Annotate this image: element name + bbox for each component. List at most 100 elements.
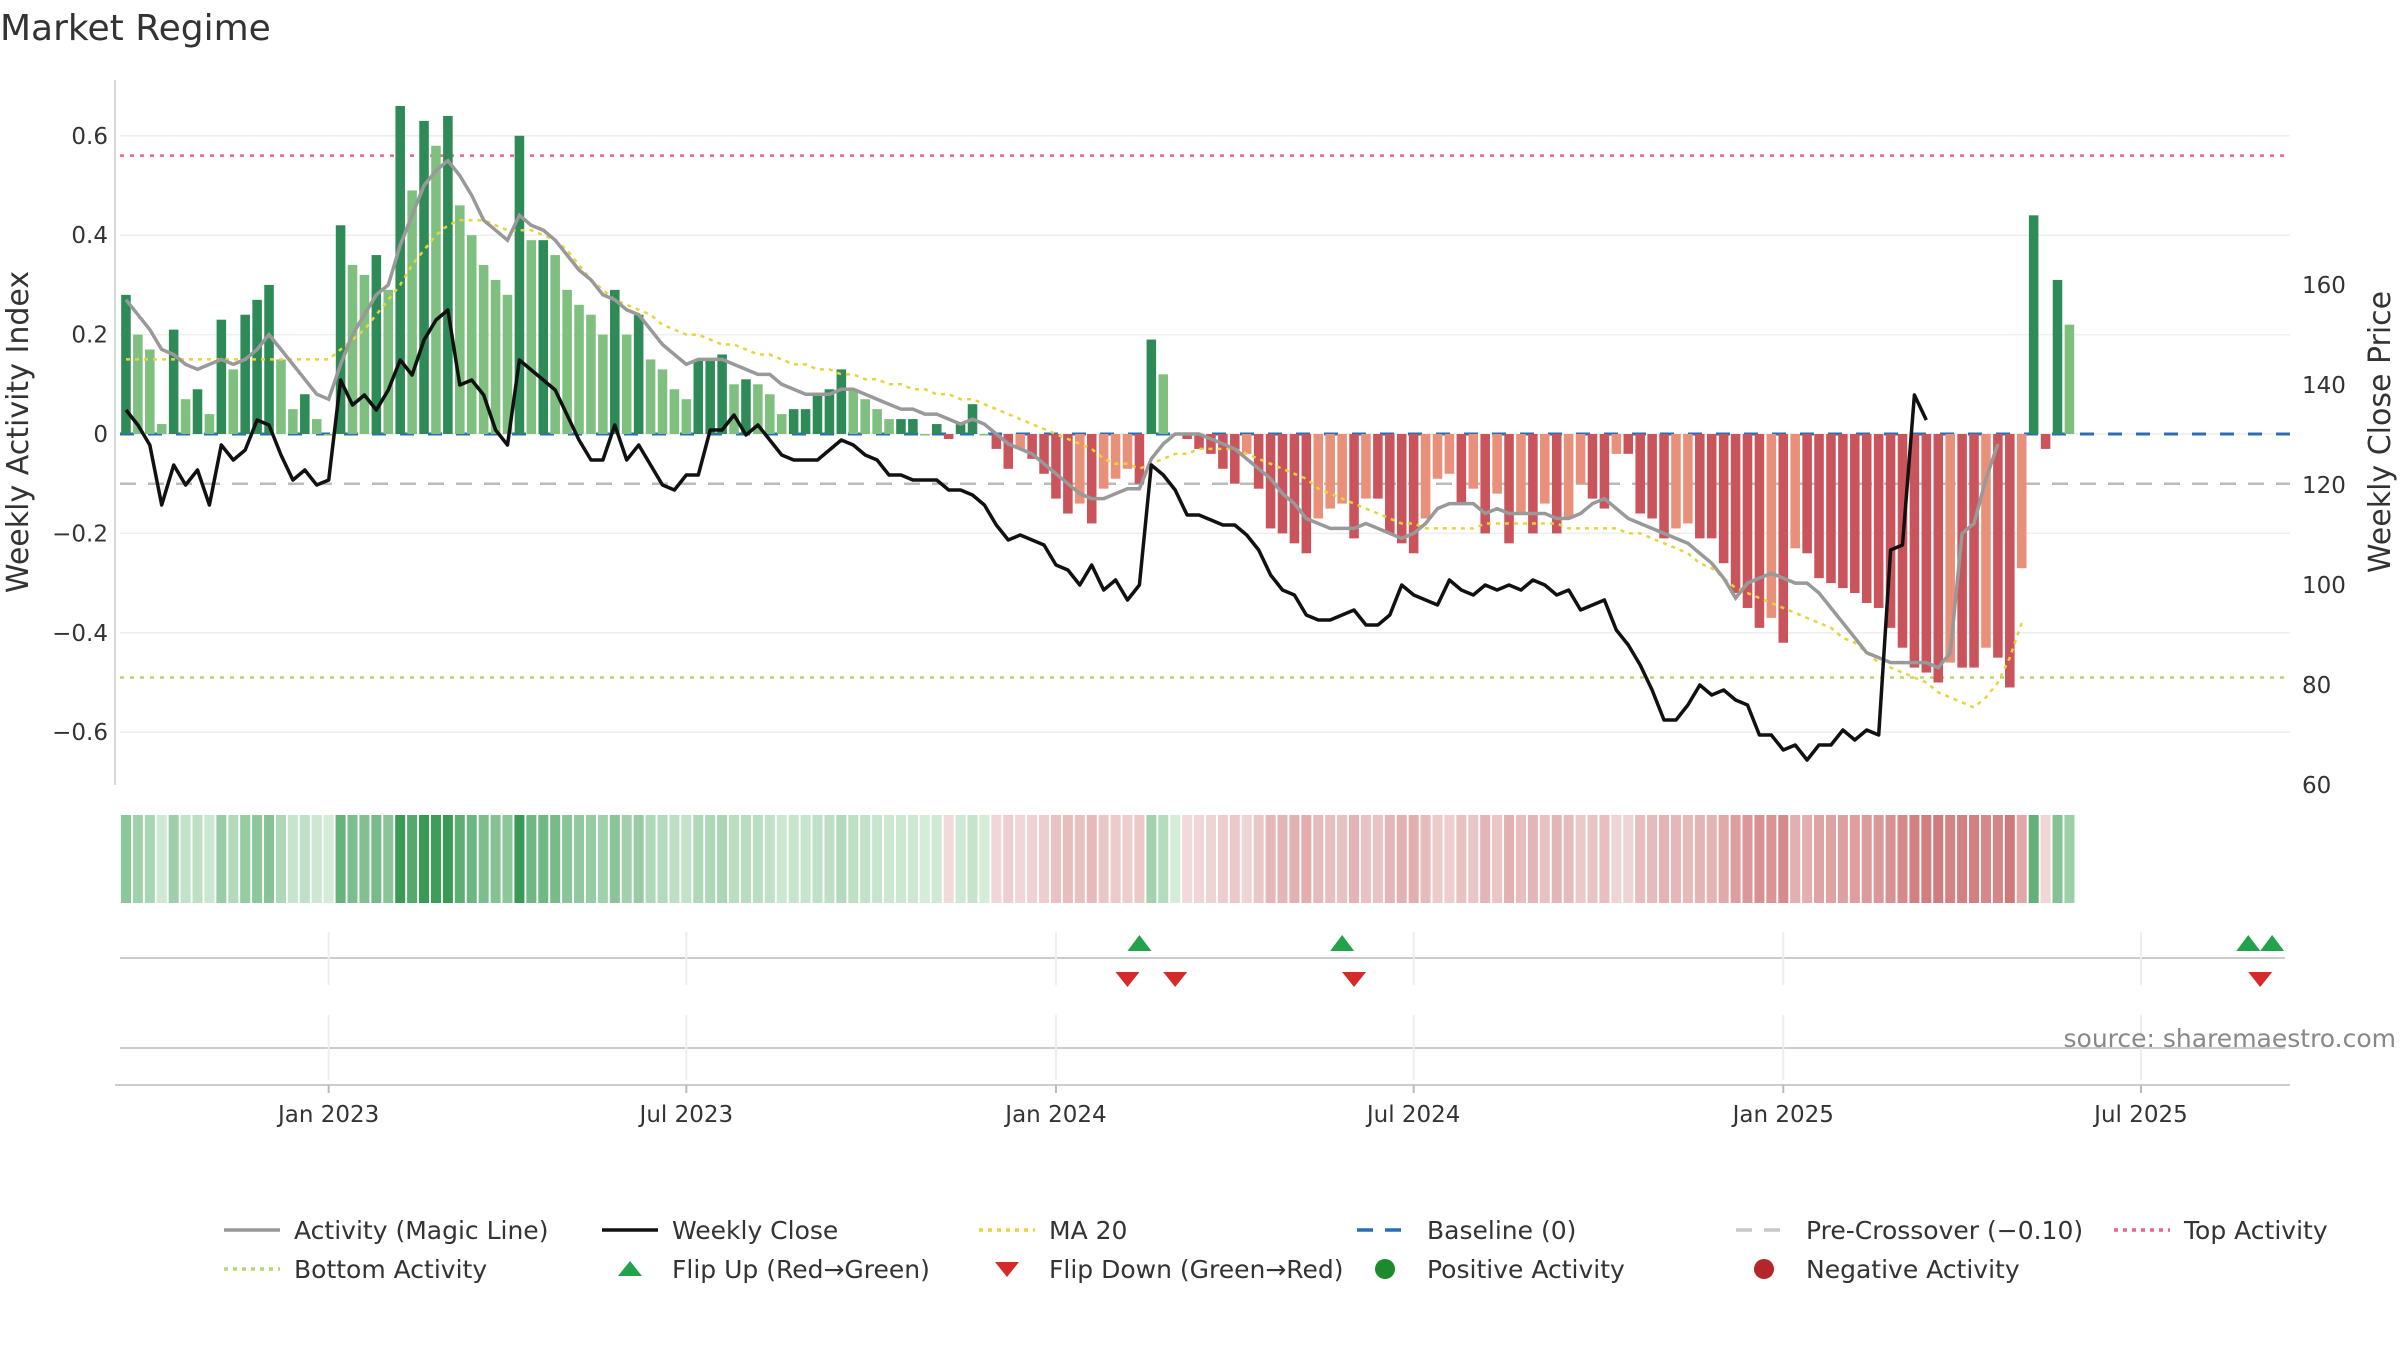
regime-heat-strip <box>120 815 2075 903</box>
heat-cell <box>1909 815 1920 903</box>
right-tick-label: 60 <box>2302 773 2331 799</box>
heat-cell <box>800 815 811 903</box>
activity-bar <box>836 369 847 434</box>
activity-bar <box>1110 434 1121 479</box>
activity-bar <box>788 409 799 434</box>
heat-cell <box>538 815 549 903</box>
triangle-up-swatch-icon <box>618 1261 642 1276</box>
activity-bar <box>1253 434 1264 489</box>
heat-cell <box>1360 815 1371 903</box>
activity-bar <box>1456 434 1467 504</box>
heat-cell <box>240 815 251 903</box>
activity-bar <box>359 274 370 434</box>
legend-label: Pre-Crossover (−0.10) <box>1806 1215 2084 1245</box>
heat-cell <box>1504 815 1515 903</box>
activity-bar <box>1754 434 1765 628</box>
heat-cell <box>705 815 716 903</box>
heat-cell <box>1229 815 1240 903</box>
activity-bar <box>848 389 859 434</box>
activity-bar <box>2052 279 2063 434</box>
activity-bar <box>1599 434 1610 509</box>
heat-cell <box>717 815 728 903</box>
activity-bar <box>1158 374 1169 434</box>
activity-bar <box>931 424 942 434</box>
heat-cell <box>1551 815 1562 903</box>
activity-bar <box>1230 434 1240 484</box>
activity-bar <box>1349 434 1359 539</box>
activity-bar <box>1289 434 1300 544</box>
activity-bar <box>240 314 250 434</box>
activity-bar <box>252 299 262 434</box>
heat-cell <box>1885 815 1896 903</box>
heat-cell <box>419 815 430 903</box>
heat-cell <box>1933 815 1944 903</box>
heat-cell <box>657 815 668 903</box>
heat-cell <box>264 815 275 903</box>
heat-cell <box>585 815 596 903</box>
heat-cell <box>228 815 239 903</box>
heat-cell <box>1217 815 1228 903</box>
activity-bar <box>1850 434 1860 594</box>
activity-bar <box>1480 434 1490 534</box>
heat-cell <box>454 815 465 903</box>
heat-cell <box>1420 815 1431 903</box>
heat-cell <box>1110 815 1121 903</box>
activity-bar <box>550 255 560 434</box>
legend-item: Weekly Close <box>600 1212 838 1248</box>
activity-bar <box>574 304 584 434</box>
right-y-ticks: 160 140 120 100 80 60 <box>2302 273 2346 799</box>
activity-bar <box>1516 434 1526 514</box>
activity-bar <box>1933 434 1944 683</box>
heat-cell <box>1468 815 1479 903</box>
heat-cell <box>1015 815 1026 903</box>
activity-bar <box>1432 434 1443 479</box>
heat-cell <box>1825 815 1836 903</box>
activity-bar <box>1528 434 1538 534</box>
heat-cell <box>502 815 513 903</box>
activity-bar <box>717 354 727 434</box>
heat-cell <box>1050 815 1061 903</box>
market-regime-chart: 0.60.40.20−0.2−0.4−0.6 1601401201008060 … <box>1 80 2398 1128</box>
heat-cell <box>824 815 835 903</box>
heat-cell <box>812 815 823 903</box>
x-tick-label: Jan 2024 <box>1003 1102 1106 1128</box>
activity-bar <box>1766 434 1777 618</box>
heat-cell <box>1873 815 1884 903</box>
activity-bar <box>633 314 644 434</box>
heat-cell <box>1289 815 1300 903</box>
activity-bar <box>1575 434 1586 484</box>
heat-cell <box>1814 815 1825 903</box>
heat-cell <box>645 815 656 903</box>
heat-cell <box>1074 815 1085 903</box>
activity-bar <box>1551 434 1562 534</box>
circle-swatch-icon <box>1754 1259 1774 1279</box>
legend-label: Top Activity <box>2184 1215 2328 1245</box>
activity-bar <box>908 419 918 434</box>
legend-item: Bottom Activity <box>222 1251 487 1287</box>
activity-bar <box>1706 434 1717 539</box>
x-tick-label: Jul 2023 <box>638 1102 734 1128</box>
heat-cell <box>1694 815 1705 903</box>
activity-bar <box>705 359 715 434</box>
legend-item: Top Activity <box>2112 1212 2328 1248</box>
activity-bar <box>1301 434 1312 554</box>
activity-marker-panel <box>115 1015 2290 1086</box>
heat-cell <box>311 815 322 903</box>
source-note: source: sharemaestro.com <box>2064 1024 2397 1053</box>
heat-cell <box>204 815 215 903</box>
left-tick-label: 0 <box>93 422 108 448</box>
legend-label: Flip Up (Red→Green) <box>672 1254 930 1284</box>
activity-bar <box>371 255 382 434</box>
heat-cell <box>1325 815 1336 903</box>
activity-bar <box>1337 434 1347 504</box>
heat-cell <box>275 815 286 903</box>
heat-cell <box>478 815 489 903</box>
dotted-swatch-icon <box>224 1267 280 1271</box>
activity-bar <box>1241 434 1252 454</box>
flip-up-marker <box>2236 935 2261 951</box>
flip-down-marker <box>2248 972 2273 987</box>
heat-cell <box>1659 815 1670 903</box>
heat-cell <box>1182 815 1193 903</box>
activity-bar <box>264 284 274 434</box>
activity-bar <box>1468 434 1479 489</box>
